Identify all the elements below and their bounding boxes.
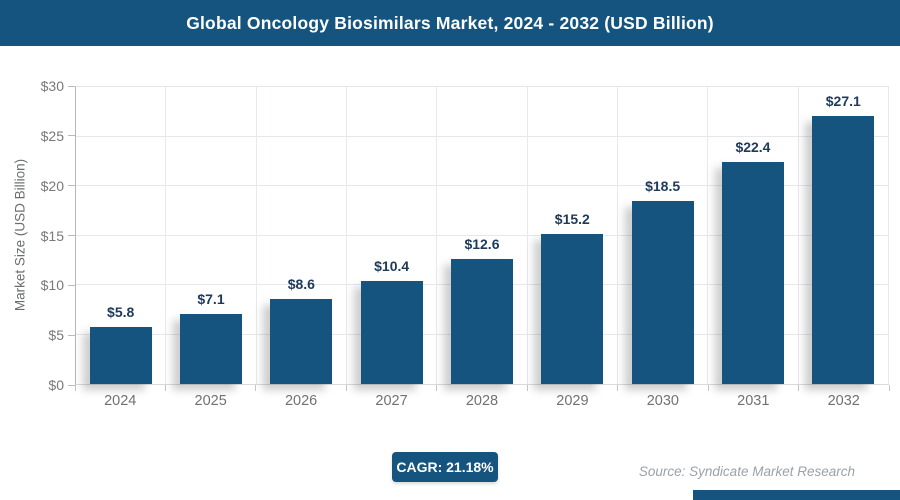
- x-tick-label: 2027: [375, 393, 408, 409]
- bar: [360, 281, 423, 384]
- x-tick-mark: [436, 385, 438, 391]
- bar-value-label: $7.1: [197, 290, 225, 307]
- bar-column: $8.6: [257, 87, 347, 384]
- y-tick-mark: [68, 235, 75, 236]
- x-tick-mark: [617, 385, 619, 391]
- y-tick-label: $10: [40, 277, 64, 294]
- brand-footer-strip: [693, 490, 900, 500]
- x-tick-mark: [888, 385, 890, 391]
- y-tick-mark: [68, 185, 75, 187]
- gridline-horizontal: [76, 185, 889, 187]
- bar-value-label: $27.1: [825, 92, 861, 109]
- bar: [270, 298, 333, 384]
- y-tick-mark: [68, 85, 75, 87]
- x-tick-label: 2032: [827, 393, 860, 409]
- y-tick-mark: [68, 334, 75, 336]
- y-axis-labels: $30 $25 $20 $15 $10 $5 $0: [0, 78, 64, 393]
- x-axis-ticks: [74, 385, 890, 391]
- x-tick-mark: [255, 385, 257, 391]
- x-tick-mark: [526, 385, 528, 391]
- x-tick-mark: [164, 385, 166, 391]
- y-tick-mark: [68, 135, 75, 137]
- y-tick-label: $5: [48, 327, 64, 344]
- source-credit: Source: Syndicate Market Research: [638, 464, 855, 479]
- bar-column: $22.4: [708, 87, 799, 384]
- bar-column: $12.6: [437, 87, 528, 384]
- bar-value-label: $15.2: [554, 210, 590, 227]
- y-axis-ticks: [68, 85, 75, 386]
- bar-column: $10.4: [347, 87, 438, 384]
- bar-value-label: $12.6: [464, 236, 500, 253]
- x-tick-mark: [798, 385, 800, 391]
- bar-value-label: $5.8: [107, 303, 135, 320]
- x-tick-label: 2025: [194, 393, 227, 409]
- y-tick-label: $15: [40, 227, 64, 244]
- gridline-horizontal: [76, 235, 889, 236]
- bar: [541, 233, 604, 384]
- bar-columns: $5.8 $7.1 $8.6 $10.4 $12.6 $15.2 $18.5 $22.4 $27…: [76, 87, 889, 384]
- x-tick-label: 2029: [556, 393, 589, 409]
- y-tick-label: $25: [40, 127, 64, 144]
- bar: [721, 162, 784, 384]
- bar-column: $5.8: [76, 87, 167, 384]
- bar-column: $18.5: [618, 87, 709, 384]
- x-tick-label: 2031: [737, 393, 770, 409]
- cagr-badge-label: CAGR: 21.18%: [396, 459, 494, 475]
- y-tick-mark: [68, 284, 75, 286]
- bar-column: $15.2: [528, 87, 618, 384]
- bar: [450, 259, 513, 384]
- bar-column: $7.1: [166, 87, 257, 384]
- plot-area: $5.8 $7.1 $8.6 $10.4 $12.6 $15.2 $18.5 $22.4 $27…: [75, 86, 889, 385]
- bar-value-label: $18.5: [645, 177, 681, 194]
- gridline-horizontal: [76, 135, 889, 137]
- chart-header-bar: Global Oncology Biosimilars Market, 2024…: [0, 0, 900, 46]
- chart-title: Global Oncology Biosimilars Market, 2024…: [186, 12, 714, 33]
- bar-value-label: $8.6: [287, 275, 315, 292]
- bar-column: $27.1: [799, 87, 889, 384]
- y-tick-label: $20: [40, 177, 64, 194]
- y-tick-mark: [68, 384, 75, 386]
- x-tick-label: 2030: [646, 393, 679, 409]
- cagr-badge: CAGR: 21.18%: [392, 452, 498, 482]
- bar: [812, 115, 875, 384]
- bar-value-label: $10.4: [374, 258, 410, 275]
- bar: [631, 200, 694, 384]
- bar: [89, 326, 152, 384]
- bar: [179, 313, 242, 384]
- x-tick-label: 2024: [104, 393, 137, 409]
- x-tick-label: 2026: [284, 393, 318, 409]
- x-tick-mark: [74, 385, 76, 391]
- y-tick-label: $30: [40, 78, 64, 94]
- x-tick-mark: [707, 385, 709, 391]
- x-tick-mark: [345, 385, 347, 391]
- x-tick-label: 2028: [465, 393, 499, 409]
- bar-value-label: $22.4: [735, 139, 771, 156]
- y-tick-label: $0: [48, 377, 64, 393]
- x-axis-labels: 2024 2025 2026 2027 2028 2029 2030 2031 2032: [75, 393, 889, 415]
